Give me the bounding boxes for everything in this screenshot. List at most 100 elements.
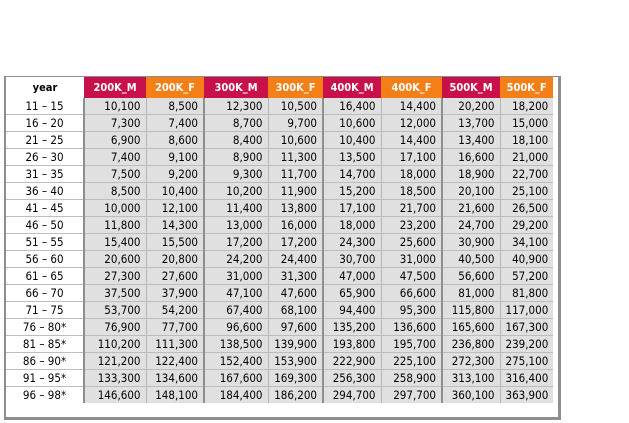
value-cell: 20,600 — [84, 250, 147, 268]
column-header-400k-m: 400K_M — [323, 76, 381, 98]
value-cell: 167,300 — [500, 318, 554, 336]
value-cell: 17,100 — [323, 199, 382, 217]
value-cell: 26,500 — [500, 199, 554, 217]
value-cell: 18,000 — [323, 216, 382, 234]
value-cell: 40,900 — [500, 250, 554, 268]
value-cell: 239,200 — [500, 335, 554, 353]
value-cell: 53,700 — [84, 301, 147, 319]
column-header-200k-f: 200K_F — [146, 76, 204, 98]
value-cell: 18,000 — [381, 165, 443, 183]
year-range-cell: 41 – 45 — [6, 199, 85, 217]
value-cell: 167,600 — [204, 369, 269, 387]
year-range-cell: 51 – 55 — [6, 233, 85, 251]
table-row: 26 – 30 7,400 9,100 8,900 11,300 13,500 17,100… — [6, 148, 554, 166]
table-row: 16 – 20 7,300 7,400 8,700 9,700 10,600 12,000 1… — [6, 114, 554, 132]
value-cell: 47,600 — [268, 284, 324, 302]
value-cell: 272,300 — [442, 352, 501, 370]
value-cell: 21,600 — [442, 199, 501, 217]
value-cell: 13,700 — [442, 114, 501, 132]
value-cell: 186,200 — [268, 386, 324, 403]
year-range-cell: 21 – 25 — [6, 131, 85, 149]
year-range-cell: 66 – 70 — [6, 284, 85, 302]
value-cell: 10,600 — [268, 131, 324, 149]
table-row: 11 – 15 10,100 8,500 12,300 10,500 16,400 14,4… — [6, 98, 554, 115]
value-cell: 31,000 — [381, 250, 443, 268]
value-cell: 95,300 — [381, 301, 443, 319]
value-cell: 139,900 — [268, 335, 324, 353]
value-cell: 24,200 — [204, 250, 269, 268]
value-cell: 7,400 — [146, 114, 205, 132]
value-cell: 9,300 — [204, 165, 269, 183]
year-range-cell: 26 – 30 — [6, 148, 85, 166]
value-cell: 10,200 — [204, 182, 269, 200]
value-cell: 10,100 — [84, 98, 147, 115]
value-cell: 7,400 — [84, 148, 147, 166]
value-cell: 27,600 — [146, 267, 205, 285]
value-cell: 31,000 — [204, 267, 269, 285]
value-cell: 134,600 — [146, 369, 205, 387]
value-cell: 222,900 — [323, 352, 382, 370]
value-cell: 65,900 — [323, 284, 382, 302]
table-row: 66 – 70 37,500 37,900 47,100 47,600 65,900 66,… — [6, 284, 554, 302]
value-cell: 25,600 — [381, 233, 443, 251]
value-cell: 14,400 — [381, 98, 443, 115]
year-range-cell: 16 – 20 — [6, 114, 85, 132]
table-row: 86 – 90* 121,200 122,400 152,400 153,900 222,… — [6, 352, 554, 370]
column-header-200k-m: 200K_M — [84, 76, 146, 98]
value-cell: 22,700 — [500, 165, 554, 183]
table-row: 96 – 98* 146,600 148,100 184,400 186,200 294,… — [6, 386, 554, 403]
value-cell: 16,600 — [442, 148, 501, 166]
value-cell: 122,400 — [146, 352, 205, 370]
value-cell: 148,100 — [146, 386, 205, 403]
value-cell: 11,800 — [84, 216, 147, 234]
value-cell: 13,500 — [323, 148, 382, 166]
value-cell: 14,700 — [323, 165, 382, 183]
table-row: 36 – 40 8,500 10,400 10,200 11,900 15,200 18,5… — [6, 182, 554, 200]
value-cell: 20,200 — [442, 98, 501, 115]
value-cell: 13,400 — [442, 131, 501, 149]
value-cell: 24,700 — [442, 216, 501, 234]
table-row: 41 – 45 10,000 12,100 11,400 13,800 17,100 21,… — [6, 199, 554, 217]
value-cell: 17,200 — [268, 233, 324, 251]
value-cell: 256,300 — [323, 369, 382, 387]
value-cell: 9,100 — [146, 148, 205, 166]
value-cell: 111,300 — [146, 335, 205, 353]
value-cell: 11,700 — [268, 165, 324, 183]
value-cell: 115,800 — [442, 301, 501, 319]
value-cell: 31,300 — [268, 267, 324, 285]
value-cell: 11,400 — [204, 199, 269, 217]
table-row: 61 – 65 27,300 27,600 31,000 31,300 47,000 47,… — [6, 267, 554, 285]
value-cell: 37,900 — [146, 284, 205, 302]
value-cell: 67,400 — [204, 301, 269, 319]
column-header-500k-f: 500K_F — [500, 76, 554, 98]
value-cell: 54,200 — [146, 301, 205, 319]
value-cell: 16,000 — [268, 216, 324, 234]
value-cell: 275,100 — [500, 352, 554, 370]
value-cell: 225,100 — [381, 352, 443, 370]
value-cell: 294,700 — [323, 386, 382, 403]
value-cell: 47,500 — [381, 267, 443, 285]
value-cell: 9,200 — [146, 165, 205, 183]
table-frame-bottom — [4, 417, 561, 420]
year-range-cell: 86 – 90* — [6, 352, 85, 370]
value-cell: 152,400 — [204, 352, 269, 370]
value-cell: 25,100 — [500, 182, 554, 200]
value-cell: 37,500 — [84, 284, 147, 302]
table-row: 76 – 80* 76,900 77,700 96,600 97,600 135,200 1… — [6, 318, 554, 336]
value-cell: 153,900 — [268, 352, 324, 370]
value-cell: 8,900 — [204, 148, 269, 166]
value-cell: 24,300 — [323, 233, 382, 251]
value-cell: 17,200 — [204, 233, 269, 251]
value-cell: 57,200 — [500, 267, 554, 285]
premium-table: year 200K_M 200K_F 300K_M 300K_F 400K_M … — [6, 76, 554, 403]
column-header-300k-m: 300K_M — [204, 76, 268, 98]
value-cell: 30,900 — [442, 233, 501, 251]
year-range-cell: 81 – 85* — [6, 335, 85, 353]
value-cell: 136,600 — [381, 318, 443, 336]
year-range-cell: 46 – 50 — [6, 216, 85, 234]
value-cell: 7,500 — [84, 165, 147, 183]
value-cell: 94,400 — [323, 301, 382, 319]
value-cell: 16,400 — [323, 98, 382, 115]
value-cell: 11,300 — [268, 148, 324, 166]
value-cell: 21,700 — [381, 199, 443, 217]
